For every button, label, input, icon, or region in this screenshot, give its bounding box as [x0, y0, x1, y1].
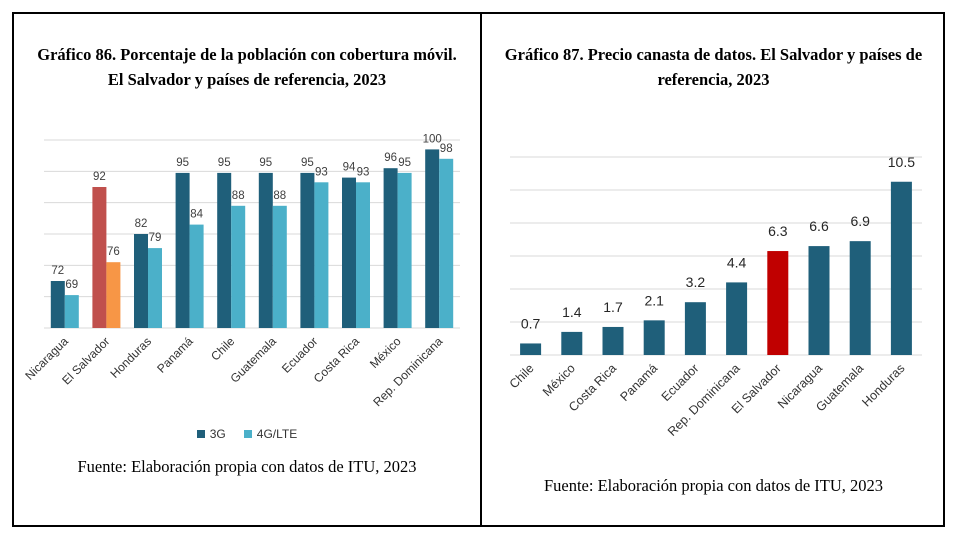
bar-costa-rica	[602, 326, 624, 355]
bar-3g-el-salvador	[92, 187, 107, 328]
data-label-3g-el-salvador: 92	[93, 171, 106, 183]
chart-87-title-line2: referencia, 2023	[657, 70, 770, 89]
bar-guatemala	[849, 241, 871, 355]
bar-3g-guatemala	[258, 172, 273, 328]
x-tick-label-mexico: México	[367, 334, 404, 371]
data-label-3g-guatemala: 95	[259, 157, 272, 169]
x-tick-label-guatemala: Guatemala	[228, 334, 280, 386]
data-label-3g-costa-rica: 94	[343, 162, 356, 174]
x-tick-label-honduras: Honduras	[107, 334, 154, 381]
x-tick-label-honduras: Honduras	[859, 361, 907, 409]
bar-4g-lte-mexico	[397, 172, 412, 328]
data-label-chile: 0.7	[521, 315, 541, 331]
data-label-costa-rica: 1.7	[603, 299, 623, 315]
figure-frame: Gráfico 86. Porcentaje de la población c…	[12, 12, 945, 527]
x-tick-label-mexico: México	[540, 361, 578, 399]
data-label-4g-lte-el-salvador: 76	[107, 246, 120, 258]
x-tick-label-panama: Panamá	[154, 334, 196, 376]
data-label-4g-lte-panama: 84	[190, 209, 203, 221]
chart-86-title-line2: El Salvador y países de referencia, 2023	[107, 70, 387, 89]
chart-86-title: Gráfico 86. Porcentaje de la población c…	[14, 42, 480, 92]
bar-3g-honduras	[134, 234, 148, 328]
legend-label-4g: 4G/LTE	[256, 427, 298, 441]
panel-chart-86: Gráfico 86. Porcentaje de la población c…	[14, 14, 480, 525]
bar-4g-lte-costa-rica	[356, 182, 370, 328]
data-label-el-salvador: 6.3	[768, 223, 788, 239]
legend-item-4g: 4G/LTE	[243, 427, 298, 441]
bar-3g-rep-dominicana	[425, 149, 440, 328]
bar-3g-panama	[175, 172, 190, 328]
data-label-rep-dominicana: 4.4	[727, 254, 747, 270]
data-label-3g-rep-dominicana: 100	[423, 133, 442, 145]
data-label-mexico: 1.4	[562, 304, 582, 320]
panel-chart-87: Gráfico 87. Precio canasta de datos. El …	[482, 14, 945, 525]
bar-3g-ecuador	[300, 172, 315, 328]
data-label-4g-lte-nicaragua: 69	[65, 279, 78, 291]
bar-3g-mexico	[383, 168, 398, 328]
bar-honduras	[890, 181, 912, 355]
data-label-3g-panama: 95	[176, 157, 189, 169]
bar-mexico	[561, 331, 583, 355]
x-tick-label-ecuador: Ecuador	[279, 334, 321, 376]
bar-rep-dominicana	[726, 282, 748, 355]
x-tick-label-costa-rica: Costa Rica	[311, 334, 363, 386]
bar-4g-lte-nicaragua	[64, 295, 79, 328]
data-label-3g-ecuador: 95	[301, 157, 314, 169]
legend-swatch-4g	[243, 430, 252, 438]
data-label-4g-lte-guatemala: 88	[273, 190, 286, 202]
data-label-3g-chile: 95	[218, 157, 231, 169]
bar-4g-lte-el-salvador	[106, 262, 121, 328]
bar-chile	[520, 343, 542, 355]
bar-panama	[643, 320, 665, 355]
chart-87-title: Gráfico 87. Precio canasta de datos. El …	[482, 42, 945, 92]
bar-4g-lte-honduras	[148, 248, 162, 328]
data-label-4g-lte-mexico: 95	[398, 157, 411, 169]
data-label-4g-lte-chile: 88	[232, 190, 245, 202]
data-label-4g-lte-ecuador: 93	[315, 166, 328, 178]
data-label-panama: 2.1	[644, 292, 664, 308]
bar-nicaragua	[808, 246, 830, 355]
bar-4g-lte-chile	[231, 205, 246, 328]
chart-86-legend: 3G 4G/LTE	[14, 427, 480, 441]
chart-86-title-line1: Gráfico 86. Porcentaje de la población c…	[37, 45, 457, 64]
bar-4g-lte-panama	[189, 224, 204, 328]
bar-el-salvador	[767, 251, 789, 355]
bar-4g-lte-ecuador	[314, 182, 329, 328]
data-label-3g-honduras: 82	[135, 218, 148, 230]
x-tick-label-panama: Panamá	[617, 361, 660, 404]
panel-divider	[480, 14, 482, 525]
legend-swatch-3g	[196, 430, 205, 438]
data-label-3g-nicaragua: 72	[51, 265, 64, 277]
bar-3g-nicaragua	[50, 281, 65, 328]
bar-3g-chile	[217, 172, 232, 328]
data-label-4g-lte-honduras: 79	[149, 232, 162, 244]
bar-ecuador	[684, 302, 706, 355]
data-label-4g-lte-rep-dominicana: 98	[440, 143, 453, 155]
data-label-honduras: 10.5	[888, 154, 915, 170]
data-label-3g-mexico: 96	[384, 152, 397, 164]
x-tick-label-chile: Chile	[208, 334, 237, 363]
chart-87-title-line1: Gráfico 87. Precio canasta de datos. El …	[504, 45, 923, 64]
bar-4g-lte-guatemala	[272, 205, 287, 328]
bar-4g-lte-rep-dominicana	[439, 158, 454, 328]
data-label-nicaragua: 6.6	[809, 218, 829, 234]
x-tick-label-rep-dominicana: Rep. Dominicana	[665, 361, 743, 439]
legend-label-3g: 3G	[209, 427, 226, 441]
data-label-4g-lte-costa-rica: 93	[357, 166, 370, 178]
data-label-ecuador: 3.2	[686, 274, 706, 290]
chart-86-source: Fuente: Elaboración propia con datos de …	[77, 457, 417, 476]
legend-item-3g: 3G	[196, 427, 226, 441]
x-tick-label-chile: Chile	[507, 361, 537, 391]
data-label-guatemala: 6.9	[850, 213, 870, 229]
chart-87-source: Fuente: Elaboración propia con datos de …	[543, 476, 884, 495]
bar-3g-costa-rica	[342, 177, 356, 328]
